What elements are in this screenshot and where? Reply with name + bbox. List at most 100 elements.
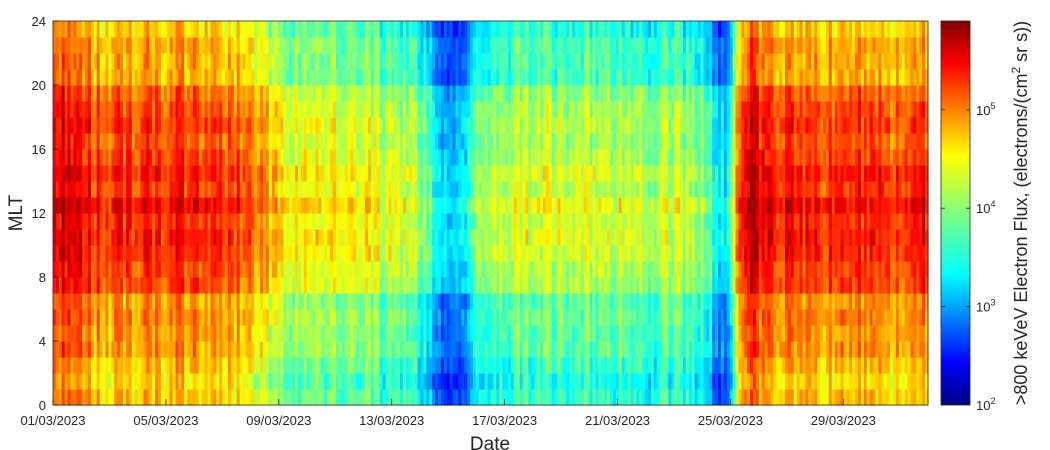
heatmap-cell — [76, 389, 80, 406]
heatmap-cell — [309, 133, 314, 150]
heatmap-cell — [411, 293, 416, 310]
heatmap-cell — [467, 229, 471, 246]
heatmap-cell — [128, 181, 133, 198]
heatmap-cell — [61, 389, 66, 406]
heatmap-cell — [464, 389, 468, 406]
heatmap-cell — [152, 85, 156, 102]
heatmap-cell — [379, 357, 384, 374]
heatmap-cell — [137, 69, 142, 86]
heatmap-cell — [61, 37, 66, 54]
heatmap-cell — [551, 261, 556, 278]
heatmap-cell — [531, 21, 535, 38]
heatmap-cell — [330, 277, 334, 294]
heatmap-cell — [610, 21, 614, 38]
heatmap-cell — [298, 325, 302, 342]
heatmap-cell — [648, 277, 652, 294]
heatmap-cell — [210, 309, 215, 326]
heatmap-cell — [242, 309, 247, 326]
heatmap-cell — [467, 389, 471, 406]
heatmap-cell — [90, 389, 95, 406]
heatmap-cell — [621, 261, 626, 278]
heatmap-cell — [280, 229, 285, 246]
heatmap-cell — [181, 341, 185, 358]
heatmap-cell — [120, 149, 124, 166]
heatmap-cell — [193, 309, 197, 326]
heatmap-cell — [557, 133, 562, 150]
heatmap-cell — [193, 21, 197, 38]
heatmap-cell — [470, 245, 474, 262]
heatmap-cell — [376, 149, 381, 166]
heatmap-cell — [464, 133, 468, 150]
heatmap-cell — [158, 261, 162, 278]
heatmap-cell — [464, 293, 468, 310]
heatmap-cell — [385, 245, 390, 262]
heatmap-cell — [575, 101, 579, 118]
heatmap-cell — [58, 261, 63, 278]
heatmap-cell — [134, 37, 139, 54]
heatmap-cell — [195, 21, 200, 38]
heatmap-cell — [368, 213, 372, 230]
heatmap-cell — [228, 277, 232, 294]
heatmap-cell — [143, 21, 147, 38]
heatmap-cell — [236, 341, 241, 358]
heatmap-cell — [274, 389, 279, 406]
heatmap-cell — [268, 309, 273, 326]
heatmap-cell — [493, 389, 497, 406]
heatmap-cell — [149, 165, 153, 182]
heatmap-cell — [525, 101, 530, 118]
heatmap-cell — [245, 261, 250, 278]
heatmap-cell — [163, 21, 168, 38]
heatmap-cell — [382, 37, 387, 54]
heatmap-cell — [513, 261, 518, 278]
heatmap-cell — [656, 53, 661, 70]
heatmap-cell — [114, 325, 118, 342]
heatmap-cell — [490, 293, 495, 310]
heatmap-cell — [99, 165, 104, 182]
heatmap-cell — [251, 21, 255, 38]
heatmap-cell — [508, 21, 512, 38]
heatmap-cell — [204, 21, 209, 38]
heatmap-cell — [222, 101, 226, 118]
heatmap-cell — [452, 37, 457, 54]
heatmap-cell — [490, 117, 495, 134]
heatmap-cell — [519, 389, 524, 406]
heatmap-cell — [397, 373, 401, 390]
heatmap-cell — [604, 309, 608, 326]
heatmap-cell — [397, 53, 401, 70]
heatmap-cell — [99, 21, 104, 38]
heatmap-cell — [400, 117, 404, 134]
heatmap-cell — [639, 85, 643, 102]
heatmap-cell — [195, 117, 200, 134]
heatmap-cell — [595, 229, 600, 246]
heatmap-cell — [522, 101, 527, 118]
heatmap-cell — [193, 229, 197, 246]
heatmap-cell — [452, 197, 457, 214]
heatmap-cell — [283, 277, 287, 294]
heatmap-cell — [473, 213, 477, 230]
heatmap-cell — [271, 277, 276, 294]
heatmap-cell — [324, 149, 328, 166]
heatmap-cell — [210, 21, 215, 38]
heatmap-cell — [618, 165, 623, 182]
heatmap-cell — [193, 53, 197, 70]
heatmap-cell — [166, 85, 171, 102]
heatmap-cell — [292, 85, 296, 102]
heatmap-cell — [650, 229, 655, 246]
heatmap-cell — [96, 293, 101, 310]
heatmap-cell — [55, 117, 60, 134]
heatmap-cell — [443, 309, 448, 326]
heatmap-cell — [76, 21, 80, 38]
heatmap-cell — [260, 373, 264, 390]
heatmap-cell — [423, 261, 427, 278]
heatmap-cell — [184, 309, 188, 326]
heatmap-cell — [207, 389, 212, 406]
heatmap-cell — [475, 213, 480, 230]
heatmap-cell — [344, 133, 349, 150]
heatmap-cell — [411, 277, 416, 294]
heatmap-cell — [201, 309, 206, 326]
heatmap-cell — [88, 165, 92, 182]
heatmap-cell — [379, 181, 384, 198]
heatmap-cell — [254, 357, 258, 374]
heatmap-cell — [201, 117, 206, 134]
heatmap-cell — [598, 21, 602, 38]
